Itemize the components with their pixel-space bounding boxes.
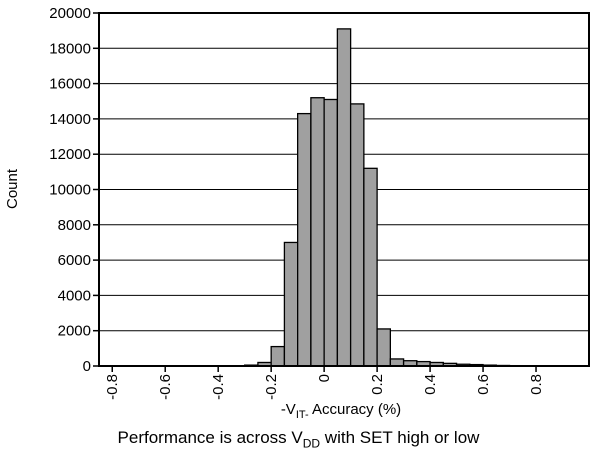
- histogram-bar: [376, 328, 392, 367]
- x-axis-label: -VIT- Accuracy (%): [281, 401, 401, 421]
- histogram-bar: [389, 358, 405, 367]
- histogram-bars: [244, 28, 550, 367]
- y-tick-label: 2000: [58, 323, 91, 340]
- histogram-bar: [363, 167, 378, 367]
- y-tick-label: 6000: [58, 252, 91, 269]
- x-tick-label: -0.4: [210, 374, 227, 400]
- x-tick-label: -0.8: [104, 374, 121, 400]
- y-tick-label: 18000: [49, 40, 91, 57]
- y-tick-label: 10000: [49, 182, 91, 199]
- histogram-bar: [336, 28, 352, 367]
- y-axis-label: Count: [4, 168, 21, 209]
- axes: 0 2000 4000 6000 8000 10000 12000 14000 16000 180…: [49, 5, 590, 400]
- x-tick-label: 0: [316, 374, 333, 382]
- y-tick-label: 8000: [58, 217, 91, 234]
- histogram-bar: [296, 112, 312, 367]
- histogram-bar: [349, 103, 365, 367]
- y-tick-label: 16000: [49, 76, 91, 93]
- y-tick-label: 4000: [58, 287, 91, 304]
- x-tick-label: 0.6: [475, 374, 492, 395]
- x-tick-label: -0.6: [157, 374, 174, 400]
- histogram-bar: [310, 97, 325, 367]
- plot-frame: [98, 12, 590, 367]
- y-tick-label: 14000: [49, 111, 91, 128]
- histogram-bar: [283, 241, 299, 367]
- histogram-bar: [270, 345, 286, 367]
- y-tick-label: 0: [83, 358, 91, 375]
- x-tick-label: 0.8: [528, 374, 545, 395]
- x-tick-label: 0.2: [369, 374, 386, 395]
- histogram-bar: [323, 98, 339, 367]
- x-tick-label: 0.4: [422, 374, 439, 395]
- chart-caption: Performance is across VDD with SET high …: [117, 428, 480, 451]
- y-tick-label: 12000: [49, 146, 91, 163]
- x-tick-label: -0.2: [263, 374, 280, 400]
- y-tick-label: 20000: [49, 5, 91, 22]
